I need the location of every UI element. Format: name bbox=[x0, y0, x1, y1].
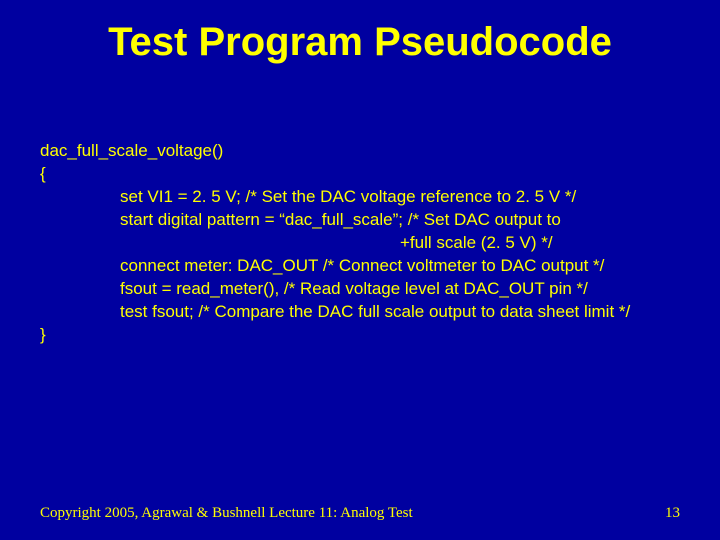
code-line-start-pattern: start digital pattern = “dac_full_scale”… bbox=[40, 209, 700, 232]
page-number: 13 bbox=[665, 505, 680, 522]
code-line-connect-meter: connect meter: DAC_OUT /* Connect voltme… bbox=[40, 255, 700, 278]
code-line-close-brace: } bbox=[40, 324, 700, 347]
code-line-open-brace: { bbox=[40, 163, 700, 186]
pseudocode-block: dac_full_scale_voltage() { set VI1 = 2. … bbox=[40, 140, 700, 346]
footer-copyright: Copyright 2005, Agrawal & Bushnell Lectu… bbox=[40, 505, 413, 522]
slide-title: Test Program Pseudocode bbox=[0, 0, 720, 65]
code-line-fsout: fsout = read_meter(), /* Read voltage le… bbox=[40, 278, 700, 301]
code-line-func: dac_full_scale_voltage() bbox=[40, 140, 700, 163]
code-line-test-fsout: test fsout; /* Compare the DAC full scal… bbox=[40, 301, 700, 324]
code-line-fullscale-cont: +full scale (2. 5 V) */ bbox=[40, 232, 700, 255]
code-line-set-vi1: set VI1 = 2. 5 V; /* Set the DAC voltage… bbox=[40, 186, 700, 209]
